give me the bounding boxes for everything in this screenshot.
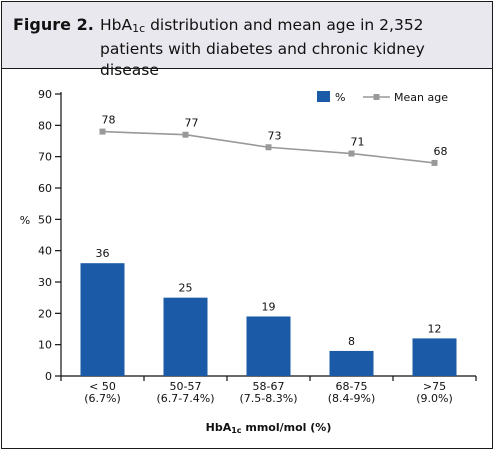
mean-age-point [348,150,355,157]
y-tick-label: 90 [38,88,52,101]
y-tick-label: 0 [45,370,52,383]
figure-title: HbA1c distribution and mean age in 2,352… [100,15,480,81]
x-tick-label: >75 [423,380,446,393]
x-tick-label: 50-57 [170,380,202,393]
mean-age-value-label: 73 [268,129,282,142]
bar-value-label: 36 [96,247,110,260]
mean-age-point [265,144,272,151]
x-tick-label: (9.0%) [416,392,453,405]
mean-age-point [99,128,106,135]
x-axis-label-rest: mmol/mol (%) [242,421,332,434]
mean-age-value-label: 77 [185,117,199,130]
bar [329,350,374,376]
y-axis-label: % [20,214,30,227]
x-tick-label: 58-67 [253,380,285,393]
mean-age-point [431,159,438,166]
x-tick-label: (6.7-7.4%) [157,392,215,405]
bar [163,297,208,376]
bar-value-label: 19 [262,300,276,313]
mean-age-point [182,131,189,138]
figure-header: Figure 2. HbA1c distribution and mean ag… [2,2,492,79]
y-tick-label: 30 [38,276,52,289]
x-tick-label: (8.4-9%) [328,392,376,405]
x-tick-label: (6.7%) [84,392,121,405]
y-tick-label: 50 [38,213,52,226]
x-tick-label: 68-75 [336,380,368,393]
y-tick-label: 60 [38,182,52,195]
legend-line-marker [373,94,380,100]
bar-value-label: 8 [348,335,355,348]
x-axis-label-subscript: 1c [231,426,242,435]
legend-bar-label: % [335,91,345,104]
y-tick-label: 80 [38,119,52,132]
y-tick-label: 40 [38,245,52,258]
figure-title-subscript: 1c [132,22,146,35]
y-tick-label: 20 [38,307,52,320]
bar [246,316,291,376]
bar-value-label: 12 [428,322,442,335]
bar-value-label: 25 [179,282,193,295]
figure-title-prefix: HbA [100,16,133,34]
x-tick-label: (7.5-8.3%) [240,392,298,405]
figure-label: Figure 2. [13,15,94,34]
legend-bar-swatch [317,91,330,102]
y-tick-label: 70 [38,151,52,164]
bar [80,263,125,376]
y-tick-label: 10 [38,339,52,352]
x-tick-label: < 50 [89,380,116,393]
legend-line-label: Mean age [394,91,448,104]
x-axis-label-prefix: HbA [206,421,232,434]
mean-age-value-label: 71 [351,136,365,149]
bar [412,338,457,376]
figure-title-rest: distribution and mean age in 2,352 patie… [100,16,425,79]
mean-age-value-label: 78 [102,114,116,127]
x-axis-label: HbA1c mmol/mol (%) [206,421,332,435]
mean-age-value-label: 68 [434,145,448,158]
